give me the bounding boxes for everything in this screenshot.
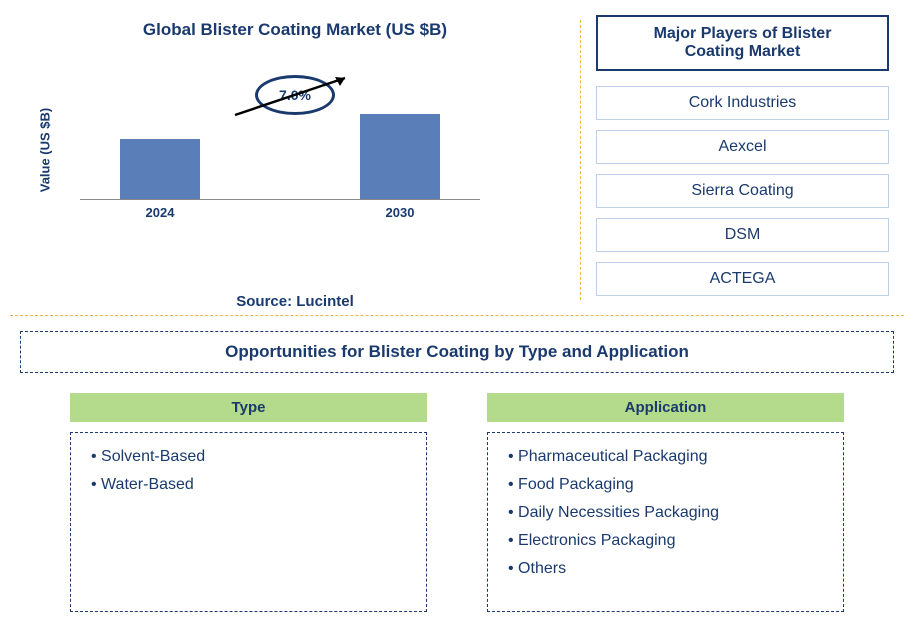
type-list: Solvent-Based Water-Based xyxy=(70,432,427,612)
application-header: Application xyxy=(487,393,844,422)
players-title-line1: Major Players of Blister xyxy=(654,25,832,42)
horizontal-divider xyxy=(10,315,904,316)
player-item: Cork Industries xyxy=(596,86,889,120)
y-axis-label: Value (US $B) xyxy=(38,108,53,193)
bar-2030 xyxy=(360,114,440,199)
player-item: Sierra Coating xyxy=(596,174,889,208)
chart-axis-area: 7.0% xyxy=(80,70,480,200)
chart-title: Global Blister Coating Market (US $B) xyxy=(30,20,560,40)
players-panel: Major Players of Blister Coating Market … xyxy=(581,10,904,310)
chart-area: Global Blister Coating Market (US $B) Va… xyxy=(10,10,580,310)
arrow-icon xyxy=(230,70,360,125)
list-item: Food Packaging xyxy=(508,476,823,494)
list-item: Solvent-Based xyxy=(91,448,406,466)
player-item: Aexcel xyxy=(596,130,889,164)
opportunities-title: Opportunities for Blister Coating by Typ… xyxy=(20,331,894,373)
type-column: Type Solvent-Based Water-Based xyxy=(70,393,427,612)
list-item: Daily Necessities Packaging xyxy=(508,504,823,522)
bar-2024 xyxy=(120,139,200,199)
player-item: ACTEGA xyxy=(596,262,889,296)
x-label-2030: 2030 xyxy=(360,205,440,220)
type-header: Type xyxy=(70,393,427,422)
players-title: Major Players of Blister Coating Market xyxy=(596,15,889,71)
top-section: Global Blister Coating Market (US $B) Va… xyxy=(10,10,904,310)
x-label-2024: 2024 xyxy=(120,205,200,220)
application-list: Pharmaceutical Packaging Food Packaging … xyxy=(487,432,844,612)
application-column: Application Pharmaceutical Packaging Foo… xyxy=(487,393,844,612)
players-title-line2: Coating Market xyxy=(685,43,801,60)
opportunities-columns: Type Solvent-Based Water-Based Applicati… xyxy=(10,393,904,612)
list-item: Others xyxy=(508,560,823,578)
player-item: DSM xyxy=(596,218,889,252)
source-label: Source: Lucintel xyxy=(236,293,354,310)
growth-indicator: 7.0% xyxy=(240,75,350,115)
list-item: Pharmaceutical Packaging xyxy=(508,448,823,466)
bar-chart: Value (US $B) 7.0% 2024 2030 xyxy=(80,70,480,230)
list-item: Electronics Packaging xyxy=(508,532,823,550)
list-item: Water-Based xyxy=(91,476,406,494)
